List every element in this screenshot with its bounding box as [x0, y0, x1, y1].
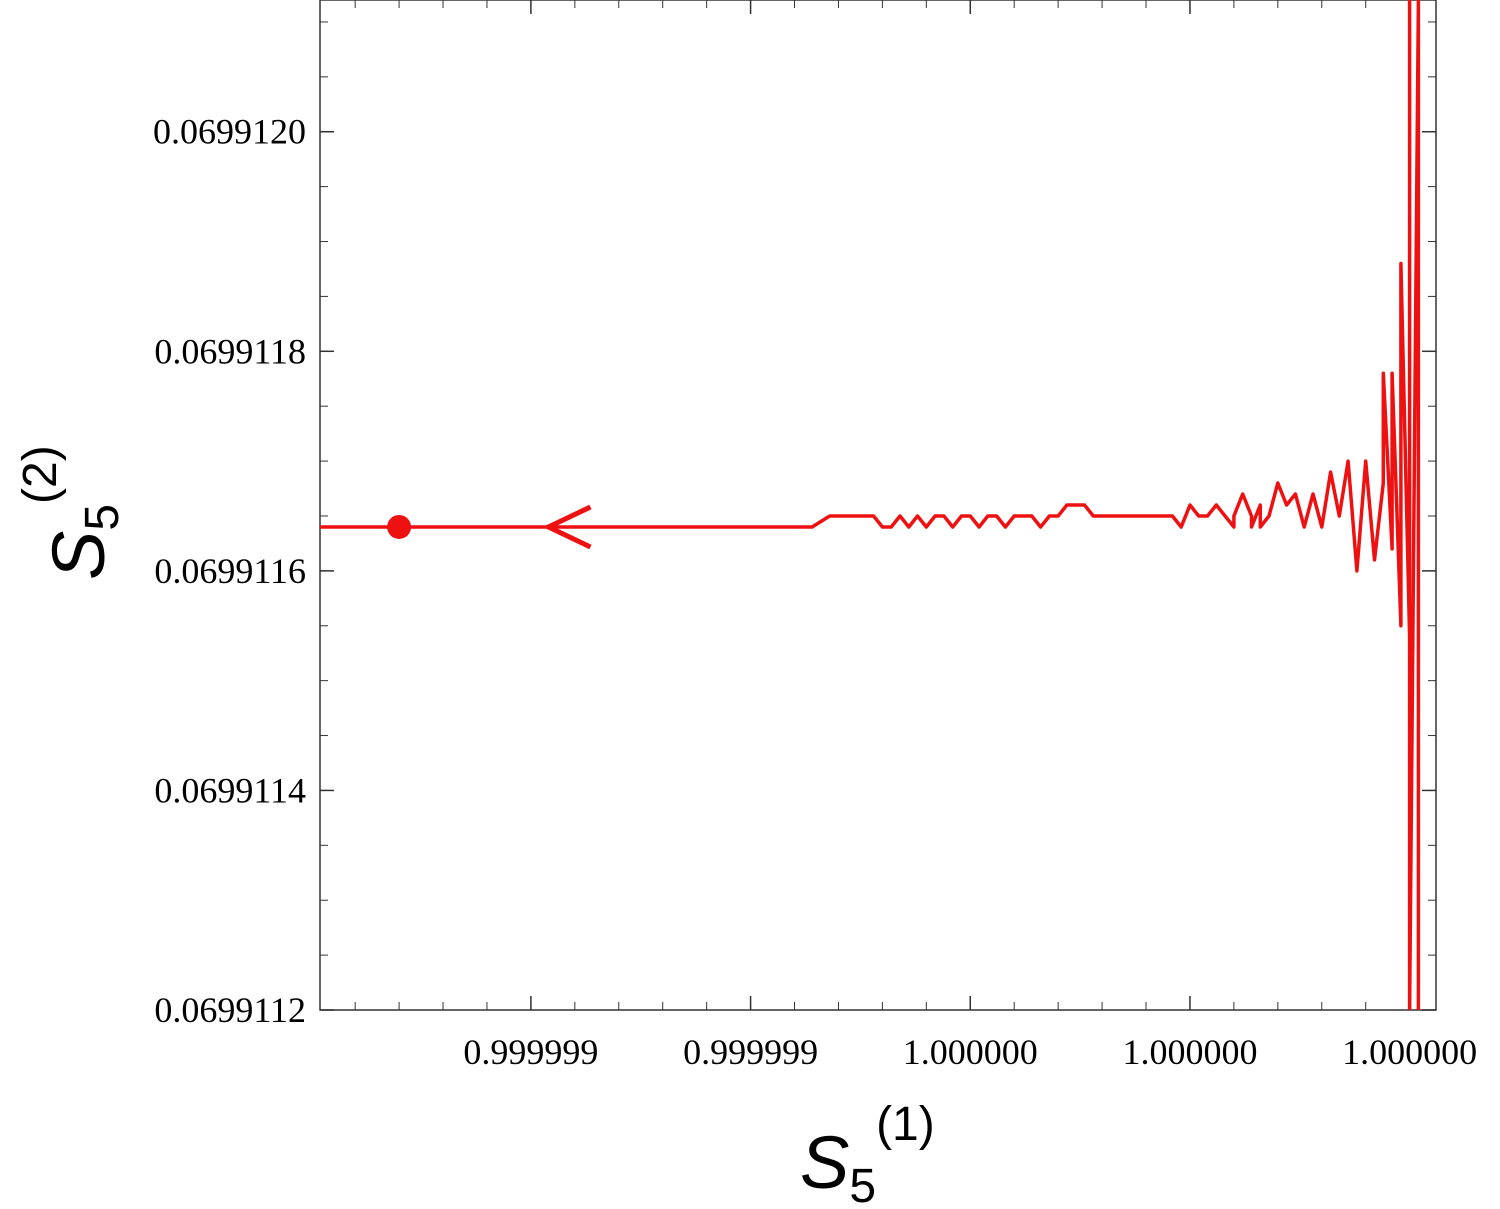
y-axis-title: S5 (2) [14, 445, 129, 580]
y-tick-label: 0.0699116 [154, 551, 306, 591]
x-tick-label: 1.000000 [903, 1032, 1038, 1072]
series-line [320, 0, 1421, 1010]
series-layer [320, 0, 1421, 1010]
y-tick-label: 0.0699118 [154, 331, 306, 371]
y-axis-title-base: S [37, 531, 120, 580]
y-axis-title-group: S5 (2) [14, 445, 129, 580]
x-tick-label: 1.000000 [1122, 1032, 1257, 1072]
y-axis-title-sup: (2) [14, 445, 67, 504]
x-axis-title-sup: (1) [876, 1098, 935, 1151]
direction-arrow [542, 504, 592, 550]
x-axis-title-sub: 5 [849, 1160, 876, 1209]
y-tick-label: 0.0699120 [153, 112, 306, 152]
y-tick-label: 0.0699112 [154, 990, 306, 1030]
x-tick-label: 0.999999 [463, 1032, 598, 1072]
y-axis-title-sub: 5 [76, 504, 129, 531]
x-axis-title-base: S [800, 1121, 849, 1204]
tick-labels: 0.0699112 0.0699114 0.0699116 0.0699118 0.06… [153, 112, 1477, 1072]
x-tick-label: 0.999999 [683, 1032, 818, 1072]
plot-frame [319, 0, 1437, 1011]
x-axis-title: S5(1) [800, 1098, 935, 1209]
start-point-marker [387, 514, 412, 539]
axis-ticks [320, 0, 1436, 1011]
y-tick-label: 0.0699114 [154, 770, 306, 810]
x-tick-label: 1.000000 [1342, 1032, 1477, 1072]
